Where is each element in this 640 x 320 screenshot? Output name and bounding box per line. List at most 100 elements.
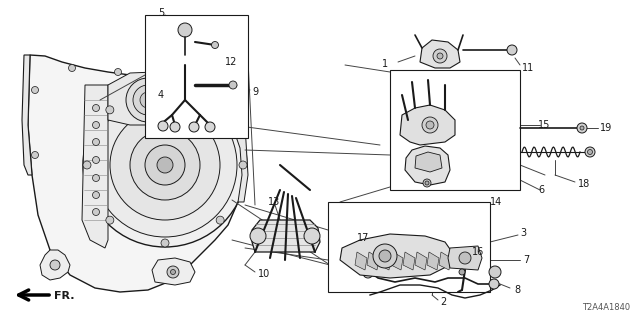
Polygon shape <box>379 252 391 270</box>
Circle shape <box>126 78 170 122</box>
Polygon shape <box>355 252 367 270</box>
Circle shape <box>106 106 114 114</box>
Circle shape <box>229 81 237 89</box>
Polygon shape <box>340 234 452 278</box>
Text: 9: 9 <box>252 87 258 97</box>
Circle shape <box>170 122 180 132</box>
Polygon shape <box>415 252 427 270</box>
Polygon shape <box>420 40 460 68</box>
Text: T2A4A1840: T2A4A1840 <box>582 303 630 312</box>
Circle shape <box>93 122 99 129</box>
Circle shape <box>216 216 224 224</box>
Circle shape <box>115 68 122 76</box>
Text: 13: 13 <box>268 197 280 207</box>
Circle shape <box>106 216 114 224</box>
Circle shape <box>161 83 169 91</box>
Polygon shape <box>252 220 320 252</box>
Text: 6: 6 <box>538 185 544 195</box>
Text: 11: 11 <box>522 63 534 73</box>
Circle shape <box>167 266 179 278</box>
Text: FR.: FR. <box>54 291 74 301</box>
Circle shape <box>93 156 99 164</box>
Circle shape <box>130 130 200 200</box>
Circle shape <box>158 121 168 131</box>
Circle shape <box>68 65 76 71</box>
Circle shape <box>489 279 499 289</box>
Polygon shape <box>82 85 108 248</box>
Circle shape <box>459 252 471 264</box>
Text: 1: 1 <box>382 59 388 69</box>
Polygon shape <box>232 125 248 202</box>
Circle shape <box>133 85 163 115</box>
Text: 10: 10 <box>258 269 270 279</box>
Circle shape <box>580 126 584 130</box>
Polygon shape <box>403 252 415 270</box>
Circle shape <box>83 83 247 247</box>
Text: 15: 15 <box>538 120 550 130</box>
Text: 19: 19 <box>600 123 612 133</box>
Circle shape <box>157 157 173 173</box>
Text: 2: 2 <box>440 297 446 307</box>
Circle shape <box>196 76 204 84</box>
Circle shape <box>304 228 320 244</box>
Circle shape <box>93 174 99 181</box>
Circle shape <box>379 250 391 262</box>
Circle shape <box>227 107 234 114</box>
Text: 5: 5 <box>158 8 164 18</box>
Circle shape <box>93 139 99 146</box>
Circle shape <box>239 161 247 169</box>
Circle shape <box>161 239 169 247</box>
Circle shape <box>588 149 593 155</box>
Polygon shape <box>367 252 379 270</box>
Circle shape <box>577 123 587 133</box>
Circle shape <box>93 209 99 215</box>
Circle shape <box>93 191 99 198</box>
Circle shape <box>110 110 220 220</box>
Circle shape <box>140 92 156 108</box>
Polygon shape <box>108 72 195 125</box>
Polygon shape <box>22 55 32 175</box>
Circle shape <box>93 93 237 237</box>
Text: 14: 14 <box>490 197 502 207</box>
Circle shape <box>459 269 465 275</box>
Circle shape <box>50 260 60 270</box>
Polygon shape <box>439 252 451 270</box>
Text: 4: 4 <box>158 90 164 100</box>
Circle shape <box>216 106 224 114</box>
Polygon shape <box>152 258 195 285</box>
Circle shape <box>93 105 99 111</box>
Circle shape <box>426 121 434 129</box>
Circle shape <box>250 228 266 244</box>
Circle shape <box>507 45 517 55</box>
Circle shape <box>423 179 431 187</box>
Circle shape <box>489 266 501 278</box>
Text: 8: 8 <box>514 285 520 295</box>
Text: 18: 18 <box>578 179 590 189</box>
Circle shape <box>362 254 374 266</box>
Text: 17: 17 <box>357 233 369 243</box>
Circle shape <box>170 269 175 275</box>
Text: 16: 16 <box>472 247 484 257</box>
Circle shape <box>178 23 192 37</box>
Polygon shape <box>28 55 242 292</box>
Circle shape <box>31 86 38 93</box>
Circle shape <box>363 268 373 278</box>
Polygon shape <box>328 202 490 292</box>
Circle shape <box>31 151 38 158</box>
Polygon shape <box>400 105 455 145</box>
Circle shape <box>205 122 215 132</box>
Text: 7: 7 <box>523 255 529 265</box>
Text: 12: 12 <box>225 57 237 67</box>
Polygon shape <box>405 146 450 185</box>
Polygon shape <box>390 70 520 190</box>
Circle shape <box>422 117 438 133</box>
Circle shape <box>585 147 595 157</box>
Text: 3: 3 <box>520 228 526 238</box>
Polygon shape <box>415 152 442 172</box>
Circle shape <box>83 161 91 169</box>
Polygon shape <box>427 252 439 270</box>
Circle shape <box>211 42 218 49</box>
Circle shape <box>189 122 199 132</box>
Polygon shape <box>40 250 70 280</box>
Polygon shape <box>391 252 403 270</box>
